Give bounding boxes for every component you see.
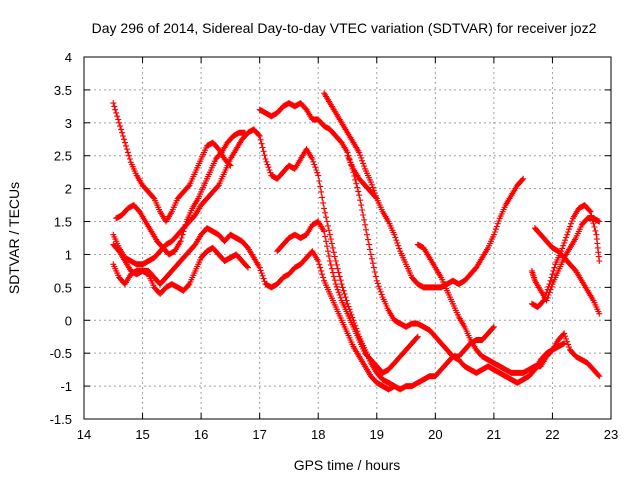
series-trace — [323, 92, 524, 288]
plus-markers — [531, 225, 603, 317]
y-tick-label: -1 — [60, 379, 72, 394]
x-tick-label: 23 — [604, 427, 618, 442]
series-arc-10 — [414, 241, 603, 380]
plus-markers — [113, 129, 248, 258]
plus-markers — [344, 152, 380, 202]
series-arc-7 — [274, 218, 421, 376]
grid-lines — [84, 57, 611, 419]
x-tick-label: 22 — [545, 427, 559, 442]
series-arc-9 — [344, 152, 380, 202]
y-tick-label: 3.5 — [54, 83, 72, 98]
y-tick-label: 4 — [65, 50, 72, 65]
plus-markers — [414, 241, 603, 380]
y-tick-label: -0.5 — [50, 346, 72, 361]
plus-markers — [274, 218, 421, 376]
y-tick-label: 1 — [65, 247, 72, 262]
x-tick-label: 16 — [194, 427, 208, 442]
plus-markers — [110, 100, 234, 225]
plus-markers — [321, 90, 527, 291]
x-axis-title: GPS time / hours — [294, 457, 401, 473]
plus-markers — [110, 225, 398, 393]
series-arc-1 — [110, 100, 234, 225]
y-tick-label: 1.5 — [54, 215, 72, 230]
y-tick-label: 0 — [65, 313, 72, 328]
x-tick-label: 19 — [370, 427, 384, 442]
x-tick-label: 20 — [428, 427, 442, 442]
x-tick-label: 14 — [77, 427, 91, 442]
data-series — [110, 90, 603, 393]
plus-markers — [256, 100, 568, 386]
x-tick-label: 21 — [487, 427, 501, 442]
y-tick-label: 0.5 — [54, 280, 72, 295]
y-axis-title: SDTVAR / TECUs — [6, 182, 22, 294]
series-arc-5 — [110, 225, 398, 393]
x-tick-label: 15 — [135, 427, 149, 442]
y-tick-label: 3 — [65, 116, 72, 131]
axis-ticks: 14 15 16 17 18 19 20 21 22 23 -1.5 -1 -0.5 0 0.5 1 1.5 2 2… — [50, 50, 619, 442]
x-tick-label: 17 — [252, 427, 266, 442]
plot-frame — [83, 56, 612, 420]
x-tick-label: 18 — [311, 427, 325, 442]
series-arc-2 — [113, 129, 248, 258]
chart-title: Day 296 of 2014, Sidereal Day-to-day VTE… — [92, 20, 597, 36]
series-arc-13 — [528, 202, 603, 311]
y-tick-label: -1.5 — [50, 412, 72, 427]
y-tick-label: 2 — [65, 182, 72, 197]
y-tick-label: 2.5 — [54, 149, 72, 164]
series-arc-12 — [531, 225, 603, 317]
series-arc-8 — [321, 90, 527, 291]
series-arc-6 — [256, 100, 568, 386]
plus-markers — [528, 202, 603, 311]
